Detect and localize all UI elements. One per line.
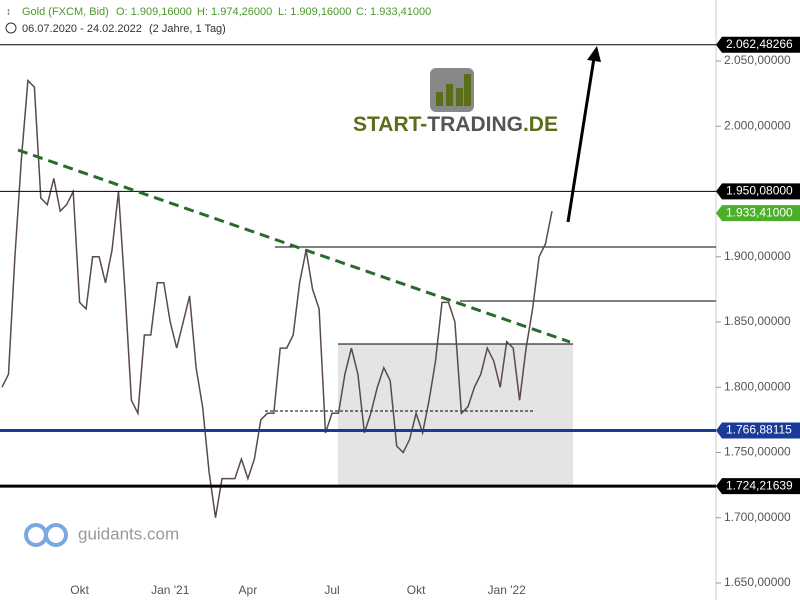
logo-text: START-TRADING.DE — [353, 113, 558, 136]
y-tick-label: 1.700,00000 — [724, 510, 791, 524]
price-line — [1, 78, 553, 518]
arrow-head — [587, 46, 601, 62]
logo-icon — [436, 92, 443, 106]
date-range: 06.07.2020 - 24.02.2022 — [22, 23, 142, 35]
logo-part: .DE — [523, 113, 558, 136]
y-tick-label: 1.900,00000 — [724, 249, 791, 263]
x-tick-label: Jan '22 — [488, 583, 527, 597]
logo-icon — [464, 74, 471, 106]
logo-part: TRADING — [427, 113, 523, 136]
clock-icon — [5, 22, 17, 34]
period: (2 Jahre, 1 Tag) — [149, 23, 226, 35]
trend-line — [17, 148, 571, 344]
level-tag — [716, 478, 800, 495]
close: C: 1.933,41000 — [356, 6, 431, 18]
level-tag — [716, 205, 800, 222]
open: O: 1.909,16000 — [116, 6, 192, 18]
instrument: Gold (FXCM, Bid) — [22, 6, 109, 18]
watermark-icon — [44, 523, 68, 547]
x-tick-label: Apr — [239, 583, 258, 597]
logo-icon — [446, 84, 453, 106]
range-box — [338, 344, 573, 487]
y-tick-label: 1.750,00000 — [724, 445, 791, 459]
y-tick-label: 2.050,00000 — [724, 53, 791, 67]
expand-icon[interactable]: ↕ — [6, 7, 11, 18]
level-tag — [716, 183, 800, 200]
level-label: 1.933,41000 — [726, 205, 793, 219]
arrow — [566, 57, 596, 223]
level-label: 1.950,08000 — [726, 184, 793, 198]
level-label: 1.724,21639 — [726, 478, 793, 492]
header-bg — [0, 3, 16, 19]
x-tick-label: Okt — [70, 583, 89, 597]
level-label: 2.062,48266 — [726, 37, 793, 51]
level-label: 1.766,88115 — [726, 423, 792, 437]
y-tick-label: 1.850,00000 — [724, 314, 791, 328]
logo-icon — [456, 88, 463, 106]
low: L: 1.909,16000 — [278, 6, 351, 18]
x-tick-label: Jan '21 — [151, 583, 190, 597]
watermark: guidants.com — [78, 524, 179, 543]
level-tag — [716, 422, 800, 439]
y-tick-label: 2.000,00000 — [724, 118, 791, 132]
y-tick-label: 1.800,00000 — [724, 379, 791, 393]
y-tick-label: 1.650,00000 — [724, 575, 791, 589]
high: H: 1.974,26000 — [197, 6, 272, 18]
level-tag — [716, 36, 800, 53]
x-tick-label: Okt — [407, 583, 426, 597]
logo-part: START- — [353, 113, 427, 136]
x-tick-label: Jul — [324, 583, 339, 597]
watermark-icon — [24, 523, 48, 547]
